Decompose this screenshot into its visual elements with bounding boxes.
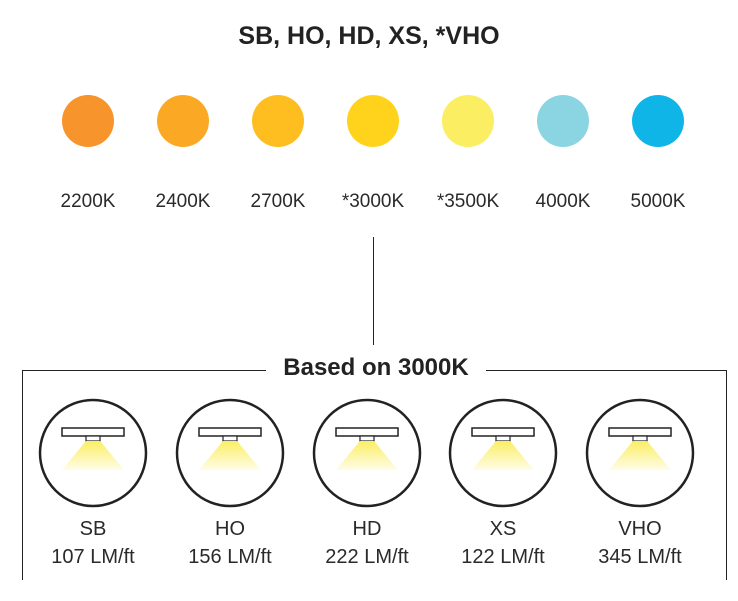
temp-label-2700k: 2700K — [250, 191, 306, 212]
fixture-name-xs: XS — [489, 518, 517, 540]
page-title: SB, HO, HD, XS, *VHO — [238, 22, 500, 50]
fixture-lumens-ho: 156 LM/ft — [188, 546, 272, 568]
fixture-name-sb: SB — [79, 518, 107, 540]
temp-label-2400k: 2400K — [155, 191, 211, 212]
temp-label-3500k: *3500K — [436, 191, 500, 212]
fixture-sb-icon — [38, 398, 148, 508]
fixture-name-ho: HO — [215, 518, 245, 540]
swatch-5000k — [632, 95, 684, 147]
temp-label-5000k: 5000K — [630, 191, 686, 212]
fixture-xs-icon — [448, 398, 558, 508]
swatch-2400k — [157, 95, 209, 147]
swatch-2200k — [62, 95, 114, 147]
connector-line — [373, 237, 374, 345]
swatch-4000k — [537, 95, 589, 147]
fixture-vho-icon — [585, 398, 695, 508]
fixture-hd-icon — [312, 398, 422, 508]
fixture-lumens-vho: 345 LM/ft — [598, 546, 682, 568]
fixture-ho-icon — [175, 398, 285, 508]
section-title: Based on 3000K — [266, 354, 486, 382]
fixture-name-hd: HD — [352, 518, 382, 540]
temp-label-4000k: 4000K — [535, 191, 591, 212]
swatch-2700k — [252, 95, 304, 147]
fixture-lumens-xs: 122 LM/ft — [461, 546, 545, 568]
fixture-name-vho: VHO — [618, 518, 662, 540]
temp-label-2200k: 2200K — [60, 191, 116, 212]
fixture-lumens-hd: 222 LM/ft — [325, 546, 409, 568]
swatch-3000k — [347, 95, 399, 147]
fixture-lumens-sb: 107 LM/ft — [51, 546, 135, 568]
temp-label-3000k: *3000K — [341, 191, 405, 212]
swatch-3500k — [442, 95, 494, 147]
